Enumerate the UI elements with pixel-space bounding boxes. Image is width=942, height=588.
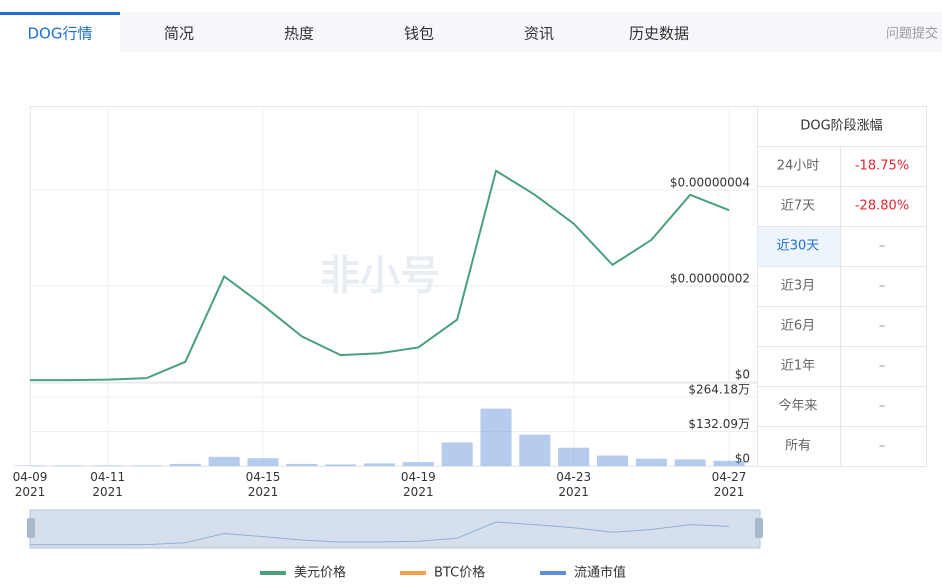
tab[interactable]: 简况	[164, 25, 194, 43]
y-tick-label: $0.00000002	[670, 272, 750, 286]
volume-bar	[92, 465, 124, 466]
volume-bar	[130, 465, 163, 466]
table-frame	[757, 106, 927, 467]
tab[interactable]: 历史数据	[629, 25, 689, 43]
y2-tick-label: $0	[735, 452, 750, 466]
y2-tick-label: $132.09万	[688, 417, 750, 431]
slider-handle[interactable]	[27, 518, 35, 538]
tab[interactable]: DOG行情	[28, 25, 93, 43]
period-label[interactable]: 近6月	[781, 319, 815, 334]
period-label[interactable]: 近3月	[781, 279, 815, 294]
volume-bar	[169, 463, 201, 466]
watermark: 非小号	[320, 253, 440, 299]
x-tick-label: 04-19 2021	[400, 470, 436, 499]
volume-bar	[208, 456, 240, 466]
y-tick-label: $0	[735, 368, 750, 382]
tab[interactable]: 热度	[284, 25, 314, 43]
volume-bar	[14, 465, 46, 466]
volume-bar	[325, 464, 357, 466]
legend-label[interactable]: 流通市值	[574, 565, 626, 581]
legend-swatch[interactable]	[260, 571, 286, 575]
volume-bar	[519, 434, 551, 466]
y-tick-label: $0.00000004	[670, 176, 750, 190]
period-change: –	[879, 239, 886, 254]
period-label[interactable]: 今年来	[778, 398, 817, 414]
x-tick-label: 04-09 2021	[12, 470, 48, 499]
period-label[interactable]: 所有	[785, 439, 811, 454]
feedback-link[interactable]: 问题提交	[886, 26, 938, 42]
zoom-slider[interactable]	[29, 509, 761, 549]
tab[interactable]: 钱包	[404, 25, 434, 43]
period-label[interactable]: 近1年	[781, 359, 815, 374]
active-tab-border	[0, 12, 120, 15]
period-change: -28.80%	[855, 199, 909, 214]
period-label[interactable]: 近30天	[777, 239, 820, 254]
volume-bar	[402, 462, 434, 466]
active-tab	[0, 12, 120, 52]
x-tick-label: 04-23 2021	[556, 470, 592, 499]
volume-bar	[558, 447, 590, 466]
period-change: -18.75%	[855, 159, 909, 174]
volume-bar	[480, 408, 512, 466]
slider-line	[30, 521, 730, 546]
legend-swatch[interactable]	[540, 571, 566, 575]
period-label[interactable]: 近7天	[781, 199, 815, 214]
slider-handle[interactable]	[755, 518, 763, 538]
legend-label[interactable]: BTC价格	[434, 565, 485, 581]
volume-bar	[596, 455, 629, 466]
x-tick-label: 04-15 2021	[245, 470, 281, 499]
period-change: –	[879, 319, 886, 334]
y2-tick-label: $264.18万	[688, 383, 750, 397]
legend-label[interactable]: 美元价格	[294, 565, 346, 581]
volume-bar	[674, 459, 706, 466]
table-title: DOG阶段涨幅	[800, 119, 882, 134]
period-change: –	[879, 279, 886, 294]
volume-bar	[441, 442, 473, 466]
volume-bar	[53, 465, 85, 466]
row-highlight	[758, 226, 841, 266]
period-change: –	[879, 399, 886, 414]
price-line	[30, 169, 730, 382]
volume-bar	[247, 458, 279, 466]
period-change: –	[879, 439, 886, 454]
tab[interactable]: 资讯	[524, 25, 554, 43]
volume-bar	[713, 460, 745, 466]
volume-bar	[286, 463, 318, 466]
x-tick-label: 04-11 2021	[90, 470, 126, 499]
period-change: –	[879, 359, 886, 374]
tab-bar	[0, 12, 942, 52]
legend-swatch[interactable]	[400, 571, 426, 575]
volume-bar	[635, 458, 667, 466]
period-label[interactable]: 24小时	[777, 159, 820, 174]
x-tick-label: 04-27 2021	[711, 470, 747, 499]
volume-bar	[363, 463, 396, 466]
